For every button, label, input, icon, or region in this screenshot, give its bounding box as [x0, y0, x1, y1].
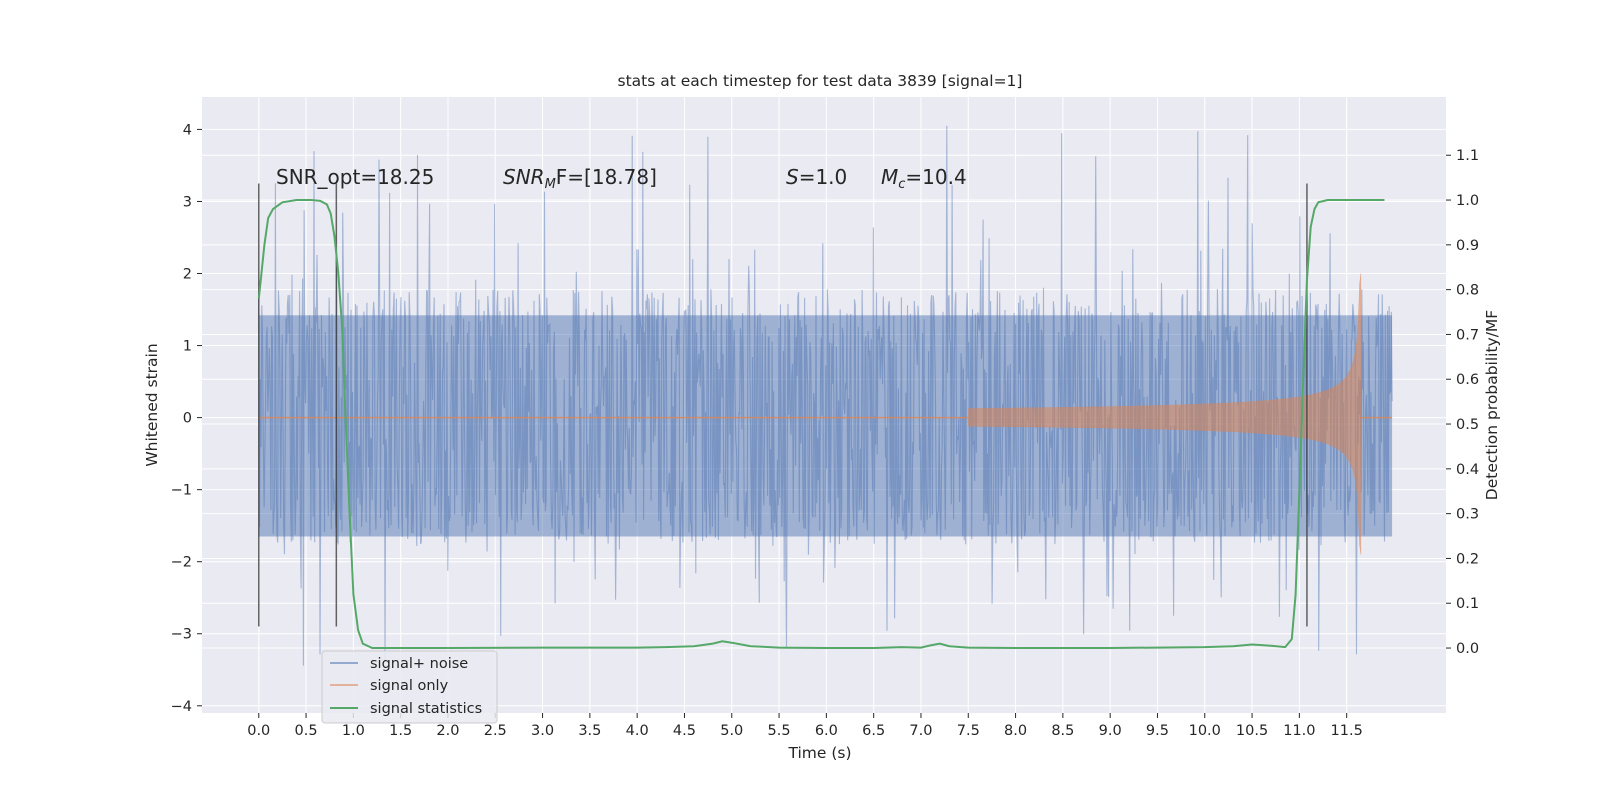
x-tick-label: 10.0: [1189, 723, 1221, 739]
y-tick-label-left: 3: [183, 194, 192, 210]
x-tick-label: 11.5: [1331, 723, 1363, 739]
series-signal-only: [968, 273, 1362, 555]
annotation-snr-mf: SNRMF=[18.78]: [503, 165, 657, 192]
x-tick-label: 7.0: [909, 723, 932, 739]
y-tick-label-left: −3: [171, 627, 192, 643]
x-tick-label: 9.0: [1099, 723, 1122, 739]
x-axis: 0.0 0.5 1.0 1.5 2.0 2.5 3.0 3.5 4.0 4.5 5.0 5.5 6.0 6…: [247, 713, 1363, 739]
gridlines: [202, 97, 1446, 713]
legend-entry-signal-noise: signal+ noise: [370, 656, 468, 672]
y-tick-label-left: −2: [171, 555, 192, 571]
annotation-snr-mf-name: SNR: [503, 165, 545, 189]
x-tick-label: 8.5: [1051, 723, 1074, 739]
annotation-s: S=1.0: [786, 165, 847, 189]
annotation-s-value: =1.0: [799, 165, 848, 189]
y-tick-label-right: 0.0: [1456, 641, 1479, 657]
x-tick-label: 4.0: [626, 723, 649, 739]
y-tick-label-left: −4: [171, 699, 192, 715]
y-tick-label-right: 0.2: [1456, 551, 1479, 567]
x-tick-label: 3.5: [578, 723, 601, 739]
x-tick-label: 10.5: [1236, 723, 1268, 739]
y-tick-label-right: 0.9: [1456, 238, 1479, 254]
x-tick-label: 11.0: [1283, 723, 1315, 739]
y-axis-label-right: Detection probability/MF: [1483, 310, 1501, 501]
x-tick-label: 4.5: [673, 723, 696, 739]
x-tick-label: 9.5: [1146, 723, 1169, 739]
x-axis-label: Time (s): [787, 744, 851, 762]
chart-title: stats at each timestep for test data 383…: [618, 72, 1023, 90]
x-tick-label: 0.0: [247, 723, 270, 739]
y-axis-right: 1.1 1.0 0.9 0.8 0.7 0.6 0.5 0.4 0.3 0.2 0.1 0.0: [1446, 148, 1479, 657]
x-tick-label: 2.0: [436, 723, 459, 739]
x-tick-label: 1.0: [342, 723, 365, 739]
y-tick-label-right: 0.5: [1456, 417, 1479, 433]
x-tick-label: 2.5: [484, 723, 507, 739]
y-tick-label-right: 0.1: [1456, 596, 1479, 612]
y-tick-label-left: 1: [183, 339, 192, 355]
annotation-snr-opt: SNR_opt=18.25: [276, 165, 434, 189]
annotation-mc-sub: c: [898, 177, 905, 192]
series-signal-statistics: [257, 199, 1385, 649]
x-tick-label: 3.0: [531, 723, 554, 739]
plot-area: [202, 97, 1446, 713]
x-tick-label: 6.0: [815, 723, 838, 739]
x-tick-label: 6.5: [862, 723, 885, 739]
x-tick-label: 5.5: [768, 723, 791, 739]
y-tick-label-right: 0.7: [1456, 327, 1479, 343]
y-tick-label-left: −1: [171, 483, 192, 499]
series-signal-noise: [258, 125, 1393, 666]
x-tick-label: 0.5: [295, 723, 318, 739]
legend-box: [321, 650, 498, 724]
x-tick-label: 7.5: [957, 723, 980, 739]
annotation-mc-name: M: [881, 165, 898, 189]
y-tick-label-right: 1.0: [1456, 193, 1479, 209]
annotation-snr-mf-tail: F=[18.78]: [556, 165, 657, 189]
y-tick-label-right: 1.1: [1456, 148, 1479, 164]
annotation-mc: Mc=10.4: [881, 165, 967, 192]
x-tick-label: 8.0: [1004, 723, 1027, 739]
legend-entry-signal-only: signal only: [370, 678, 449, 694]
y-tick-label-left: 0: [183, 411, 192, 427]
legend: signal+ noise signal only signal statist…: [321, 650, 498, 724]
y-axis-label-left: Whitened strain: [143, 343, 161, 466]
legend-entry-signal-statistics: signal statistics: [370, 701, 482, 717]
annotation-s-name: S: [786, 165, 799, 189]
y-axis-left: 4 3 2 1 0 −1 −2 −3 −4: [171, 122, 202, 715]
annotation-mc-value: =10.4: [905, 165, 966, 189]
y-tick-label-right: 0.8: [1456, 283, 1479, 299]
y-tick-label-left: 2: [183, 267, 192, 283]
y-tick-label-right: 0.3: [1456, 507, 1479, 523]
y-tick-label-right: 0.4: [1456, 462, 1479, 478]
annotation-snr-mf-sub: M: [545, 177, 556, 192]
x-tick-label: 5.0: [720, 723, 743, 739]
y-tick-label-right: 0.6: [1456, 372, 1479, 388]
y-tick-label-left: 4: [183, 122, 192, 138]
x-tick-label: 1.5: [389, 723, 412, 739]
